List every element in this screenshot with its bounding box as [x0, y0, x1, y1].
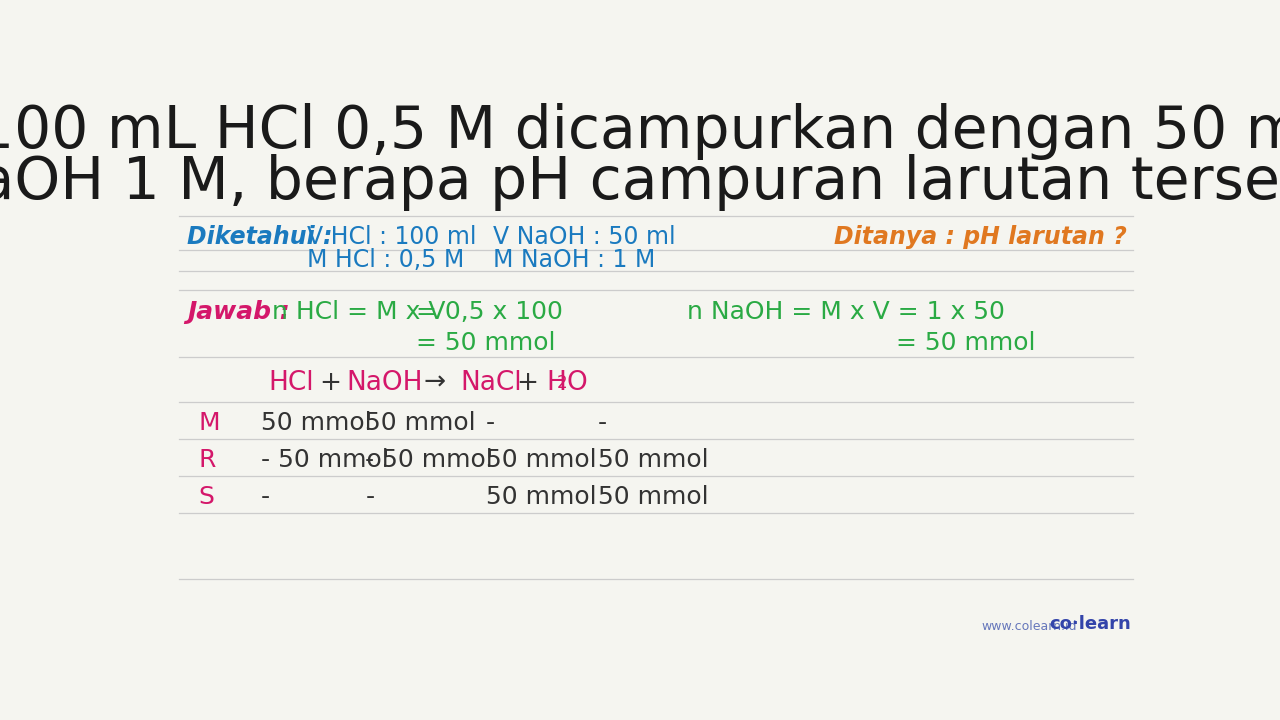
- Text: 50 mmol: 50 mmol: [598, 485, 709, 509]
- Text: = 50 mmol: = 50 mmol: [896, 331, 1036, 355]
- Text: -: -: [485, 411, 494, 436]
- Text: S: S: [198, 485, 215, 509]
- Text: = 0,5 x 100: = 0,5 x 100: [416, 300, 563, 325]
- Text: 50 mmol: 50 mmol: [485, 449, 596, 472]
- Text: +: +: [517, 370, 539, 396]
- Text: - 50 mmol: - 50 mmol: [365, 449, 493, 472]
- Text: HCl: HCl: [269, 370, 314, 396]
- Text: NaOH 1 M, berapa pH campuran larutan tersebut: NaOH 1 M, berapa pH campuran larutan ter…: [0, 154, 1280, 211]
- Text: 50 mmol: 50 mmol: [365, 411, 476, 436]
- Text: co·learn: co·learn: [1050, 615, 1132, 633]
- Text: 50 mmol: 50 mmol: [598, 449, 709, 472]
- Text: +: +: [319, 370, 340, 396]
- Text: M NaOH : 1 M: M NaOH : 1 M: [493, 248, 655, 272]
- Text: R: R: [198, 449, 216, 472]
- Text: - 50 mmol: - 50 mmol: [261, 449, 389, 472]
- Text: V HCl : 100 ml: V HCl : 100 ml: [307, 225, 476, 249]
- Text: 2: 2: [557, 374, 567, 392]
- Text: 50 mmol: 50 mmol: [261, 411, 371, 436]
- Text: Diketahui :: Diketahui :: [187, 225, 333, 249]
- Text: = 50 mmol: = 50 mmol: [416, 331, 556, 355]
- Text: Jawab :: Jawab :: [187, 300, 289, 325]
- Text: -: -: [598, 411, 607, 436]
- Text: 50 mmol: 50 mmol: [485, 485, 596, 509]
- Text: www.colearn.id: www.colearn.id: [982, 620, 1076, 633]
- Text: Ditanya : pH larutan ?: Ditanya : pH larutan ?: [835, 225, 1128, 249]
- Text: M: M: [198, 411, 220, 436]
- Text: n NaOH = M x V = 1 x 50: n NaOH = M x V = 1 x 50: [687, 300, 1005, 325]
- Text: M HCl : 0,5 M: M HCl : 0,5 M: [307, 248, 465, 272]
- Text: n HCl = M x V: n HCl = M x V: [273, 300, 445, 325]
- Text: -: -: [261, 485, 270, 509]
- Text: H: H: [547, 370, 566, 396]
- Text: 100 mL HCl 0,5 M dicampurkan dengan 50 mL: 100 mL HCl 0,5 M dicampurkan dengan 50 m…: [0, 104, 1280, 161]
- Text: -: -: [365, 485, 375, 509]
- Text: O: O: [566, 370, 586, 396]
- Text: NaOH: NaOH: [346, 370, 422, 396]
- Text: NaCl: NaCl: [461, 370, 522, 396]
- Text: →: →: [424, 370, 445, 396]
- Text: V NaOH : 50 ml: V NaOH : 50 ml: [493, 225, 676, 249]
